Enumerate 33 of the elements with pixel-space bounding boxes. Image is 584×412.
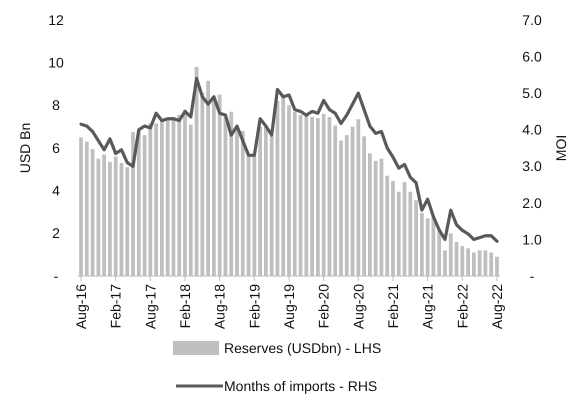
x-tick-label: Aug-20 [350, 284, 366, 330]
y2-tick-label: 4.0 [522, 122, 542, 138]
x-tick-label: Aug-22 [488, 284, 505, 330]
x-tick-label: Aug-18 [212, 284, 228, 330]
y-tick-label: 12 [48, 12, 64, 28]
y-axis-title: USD Bn [17, 122, 33, 174]
y-tick-label: - [54, 268, 59, 284]
y2-tick-label: 7.0 [522, 12, 542, 28]
x-tick-label: Aug-16 [73, 284, 90, 330]
y2-tick-label: 2.0 [522, 194, 542, 211]
x-tick-label: Feb-17 [108, 284, 124, 328]
x-tick-label: Feb-22 [454, 284, 470, 328]
x-tick-label: Feb-19 [246, 284, 262, 328]
y-tick-label: 8 [52, 97, 60, 114]
y2-tick-label: - [530, 268, 535, 284]
y2-tick-label: 1.0 [522, 231, 542, 248]
y2-tick-label: 5.0 [522, 85, 542, 102]
y-tick-label: 6 [52, 140, 60, 156]
x-tick-label: Aug-19 [281, 284, 297, 330]
legend-label: Months of imports - RHS [224, 378, 378, 394]
x-tick-label: Feb-20 [316, 284, 332, 328]
y2-tick-label: 3.0 [522, 158, 542, 174]
legend-label: Reserves (USDbn) - LHS [224, 340, 382, 356]
y-tick-label: 4 [52, 182, 60, 199]
line-series [79, 76, 499, 243]
y-tick-label: 10 [48, 54, 64, 71]
x-tick-label: Aug-21 [420, 284, 436, 330]
x-tick-label: Aug-17 [142, 284, 158, 330]
y2-tick-label: 6.0 [522, 48, 542, 64]
x-tick-label: Feb-21 [384, 284, 401, 328]
y-tick-label: 2 [52, 225, 60, 242]
x-tick-label: Feb-18 [177, 284, 194, 328]
y2-axis-title: MOI [553, 134, 569, 162]
